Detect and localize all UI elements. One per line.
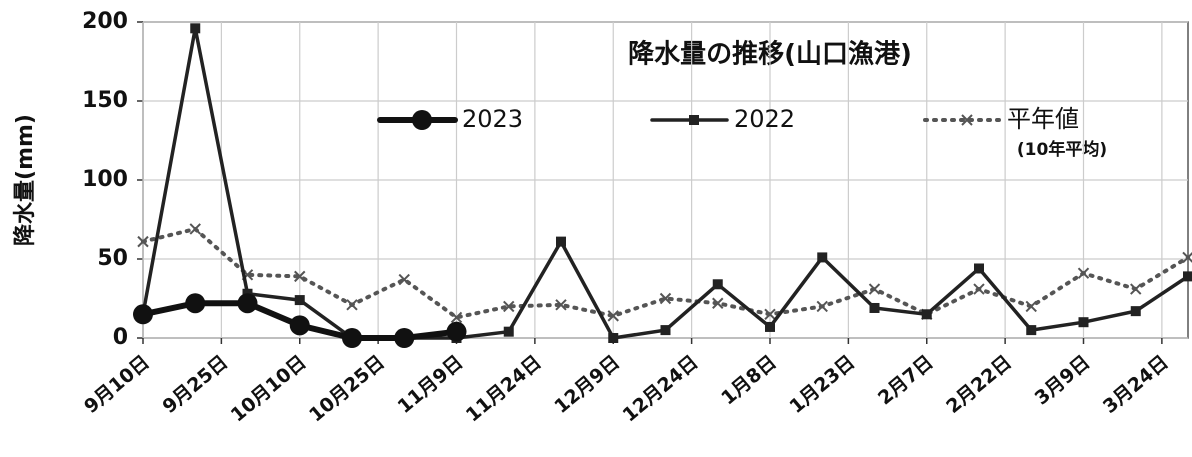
point: [1025, 300, 1037, 313]
legend-label: 平年値: [1007, 105, 1079, 133]
point: [712, 297, 724, 309]
point: [868, 283, 881, 295]
y-tick-label: 100: [82, 167, 128, 192]
point: [446, 321, 467, 342]
point: [607, 310, 619, 322]
x-tick-label: 9月10日: [80, 351, 154, 418]
point: [1026, 325, 1037, 336]
x-tick-label: 3月24日: [1099, 351, 1173, 418]
point: [869, 302, 880, 313]
point: [974, 263, 984, 274]
y-tick-label: 200: [82, 9, 128, 34]
point: [712, 279, 723, 290]
point: [660, 325, 671, 336]
point: [412, 110, 432, 130]
x-tick-label: 1月23日: [785, 351, 859, 418]
point: [503, 326, 514, 337]
y-tick-label: 50: [97, 246, 128, 271]
point: [1183, 271, 1192, 282]
legend-label: 2022: [734, 105, 795, 133]
x-tick-label: 2月7日: [874, 351, 938, 409]
point: [190, 23, 201, 34]
point: [973, 283, 985, 295]
point: [689, 115, 699, 125]
x-tick-label: 10月10日: [227, 351, 311, 426]
x-tick-label: 12月9日: [550, 351, 624, 418]
x-tick-label: 2月22日: [942, 351, 1016, 418]
y-tick-label: 0: [113, 325, 128, 350]
y-axis-label: 降水量(mm): [13, 114, 38, 246]
y-tick-label: 150: [82, 88, 128, 113]
point: [294, 295, 305, 306]
point: [961, 114, 973, 126]
x-tick-label: 1月8日: [717, 351, 781, 409]
x-tick-label: 3月9日: [1031, 351, 1095, 409]
point: [450, 311, 463, 324]
point: [1077, 267, 1090, 279]
point: [555, 299, 567, 311]
point: [185, 293, 206, 314]
x-tick-label: 11月9日: [394, 351, 468, 418]
point: [342, 328, 362, 348]
legend-note: (10年平均): [1017, 139, 1107, 160]
point: [346, 299, 358, 311]
point: [817, 252, 828, 263]
point: [556, 236, 566, 247]
point: [816, 300, 828, 313]
legend-label: 2023: [462, 105, 523, 133]
point: [1130, 306, 1141, 317]
point: [137, 235, 149, 248]
x-tick-label: 11月24日: [462, 351, 546, 426]
point: [764, 308, 776, 321]
point: [765, 321, 775, 332]
point: [608, 333, 619, 343]
point: [237, 293, 258, 314]
point: [398, 273, 410, 286]
point: [289, 315, 310, 336]
point: [659, 292, 672, 305]
x-tick-label: 10月25日: [305, 351, 389, 426]
point: [503, 300, 515, 313]
point: [133, 304, 153, 325]
point: [1130, 283, 1142, 295]
point: [394, 328, 415, 348]
x-tick-label: 9月25日: [158, 351, 232, 418]
point: [294, 270, 306, 283]
x-tick-label: 12月24日: [619, 351, 703, 426]
point: [921, 309, 932, 320]
series-line: [141, 226, 1190, 320]
point: [1182, 251, 1192, 264]
point: [189, 223, 201, 235]
point: [1078, 317, 1089, 328]
